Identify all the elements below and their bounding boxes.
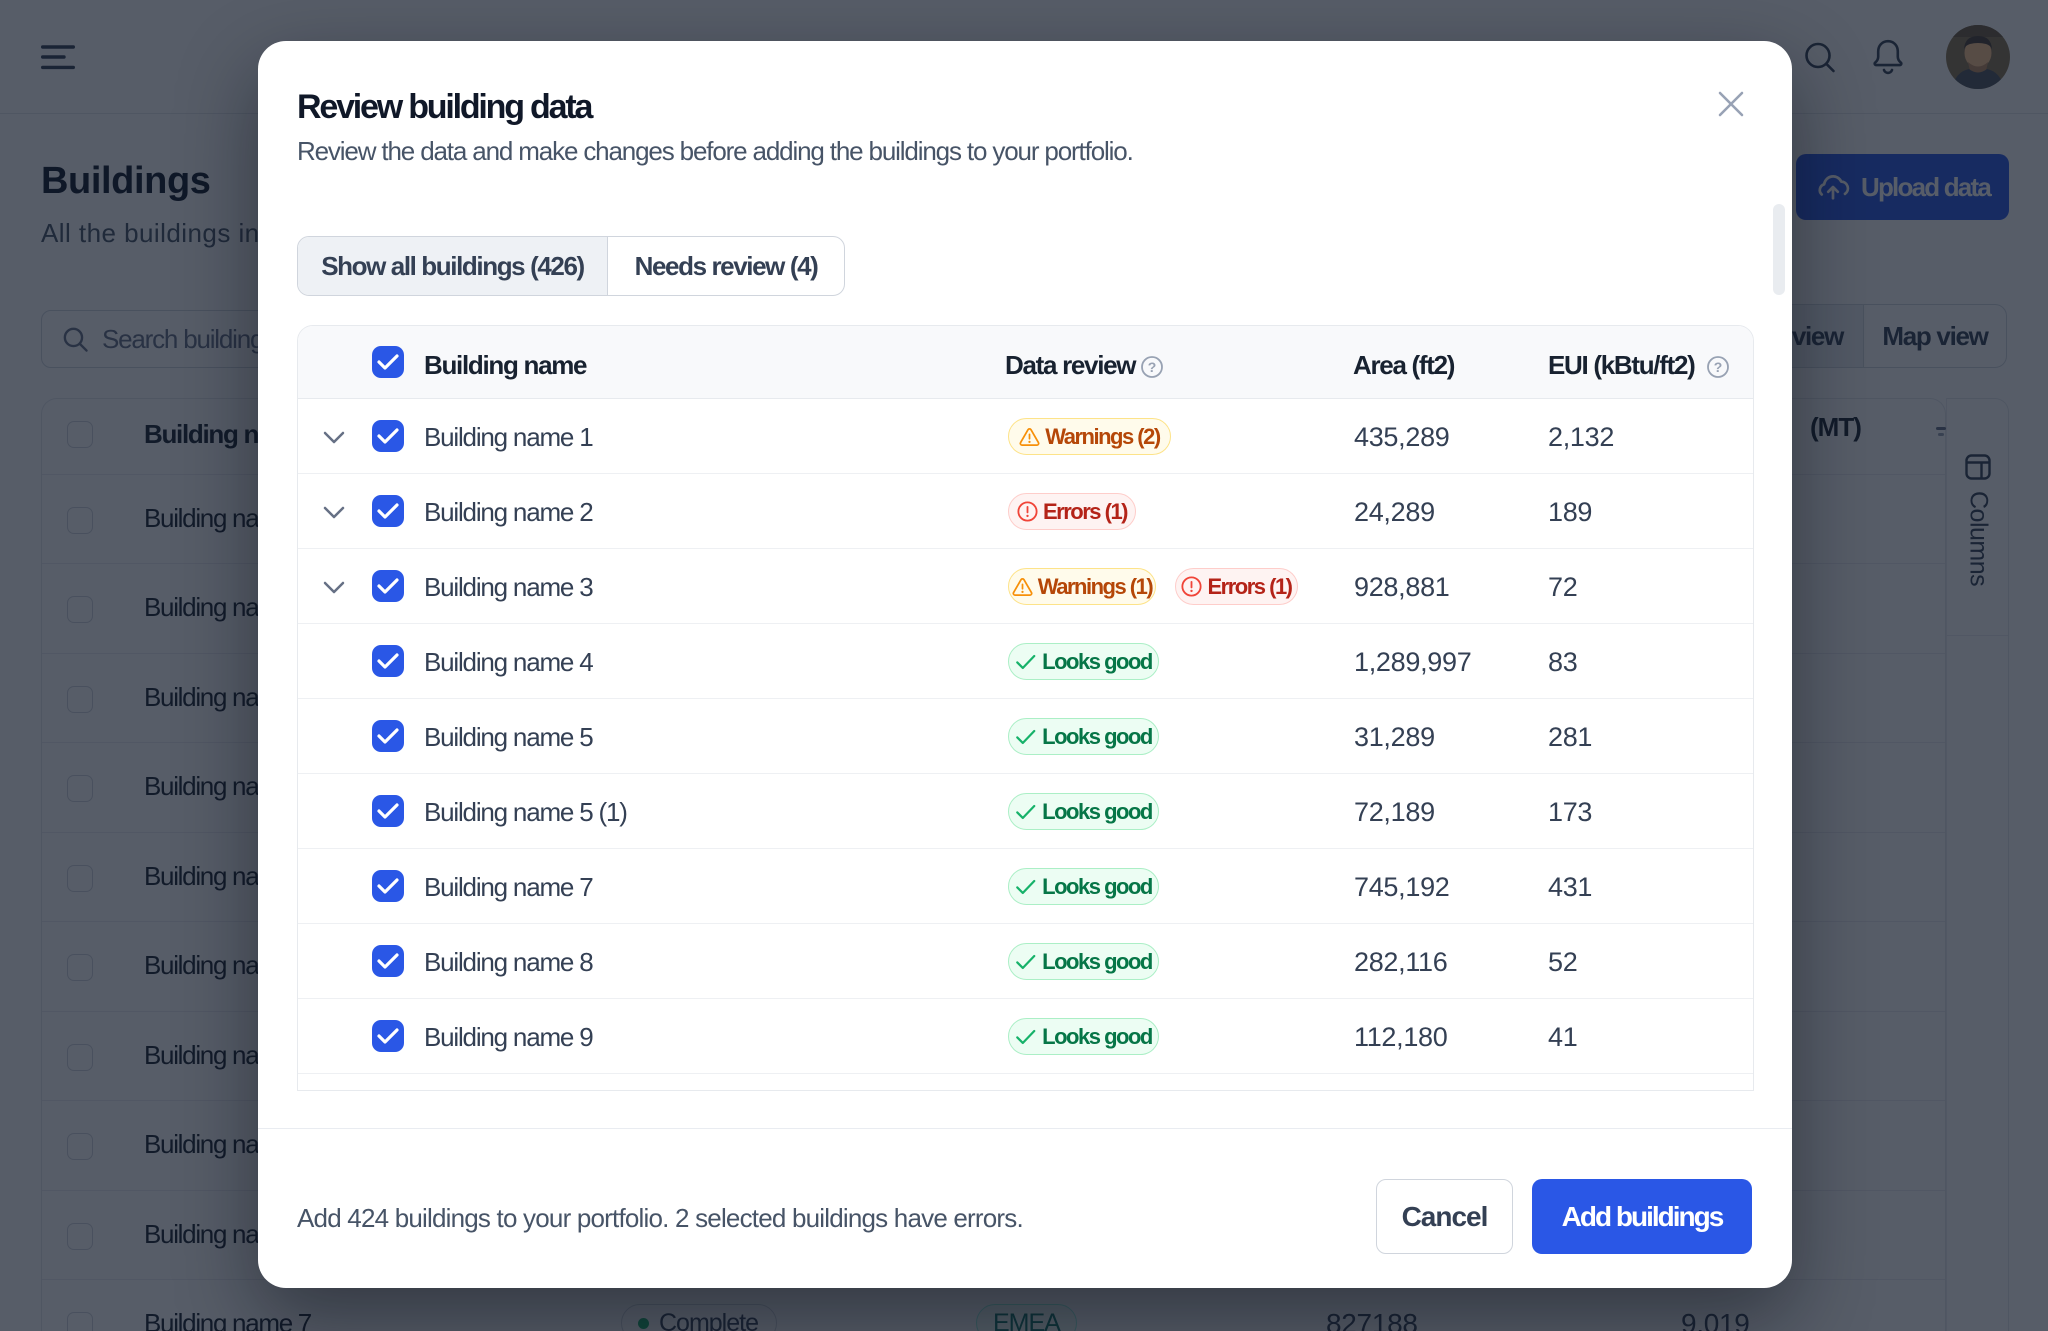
svg-text:?: ? bbox=[1148, 359, 1157, 375]
svg-text:?: ? bbox=[1714, 359, 1723, 375]
